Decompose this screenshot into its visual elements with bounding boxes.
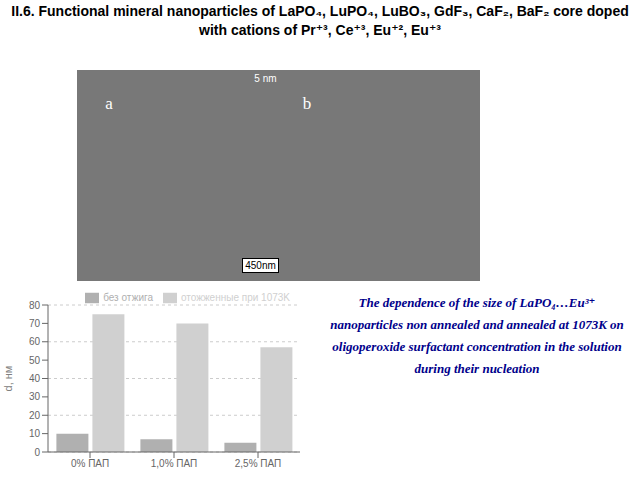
svg-text:60: 60 (29, 336, 41, 347)
svg-text:d, нм: d, нм (8, 366, 14, 392)
html-text:b: b (302, 94, 312, 114)
svg-text:30: 30 (29, 391, 41, 402)
svg-text:80: 80 (29, 300, 41, 311)
html-text:5 nm: 5 nm (254, 73, 277, 85)
svg-text:40: 40 (29, 373, 41, 384)
html-text:The dependence of the size of: The dependence of the size of LaPO₄…Eu³⁺… (330, 295, 624, 376)
html-text:a: a (105, 94, 113, 114)
html-text:без отжига: без отжига (103, 291, 153, 303)
html-text:II.6. Functional mineral nanop: II.6. Functional mineral nanoparticles o… (11, 3, 629, 38)
svg-text:50: 50 (29, 355, 41, 366)
svg-text:1,0% ПАП: 1,0% ПАП (151, 458, 198, 469)
svg-text:2,5% ПАП: 2,5% ПАП (235, 458, 282, 469)
svg-text:0% ПАП: 0% ПАП (71, 458, 109, 469)
svg-text:10: 10 (29, 428, 41, 439)
html-text:отожженные при 1073K: отожженные при 1073K (181, 291, 290, 303)
svg-text:20: 20 (29, 410, 41, 421)
html-text:450nm: 450nm (245, 259, 276, 271)
svg-text:0: 0 (34, 447, 40, 458)
svg-text:70: 70 (29, 318, 41, 329)
